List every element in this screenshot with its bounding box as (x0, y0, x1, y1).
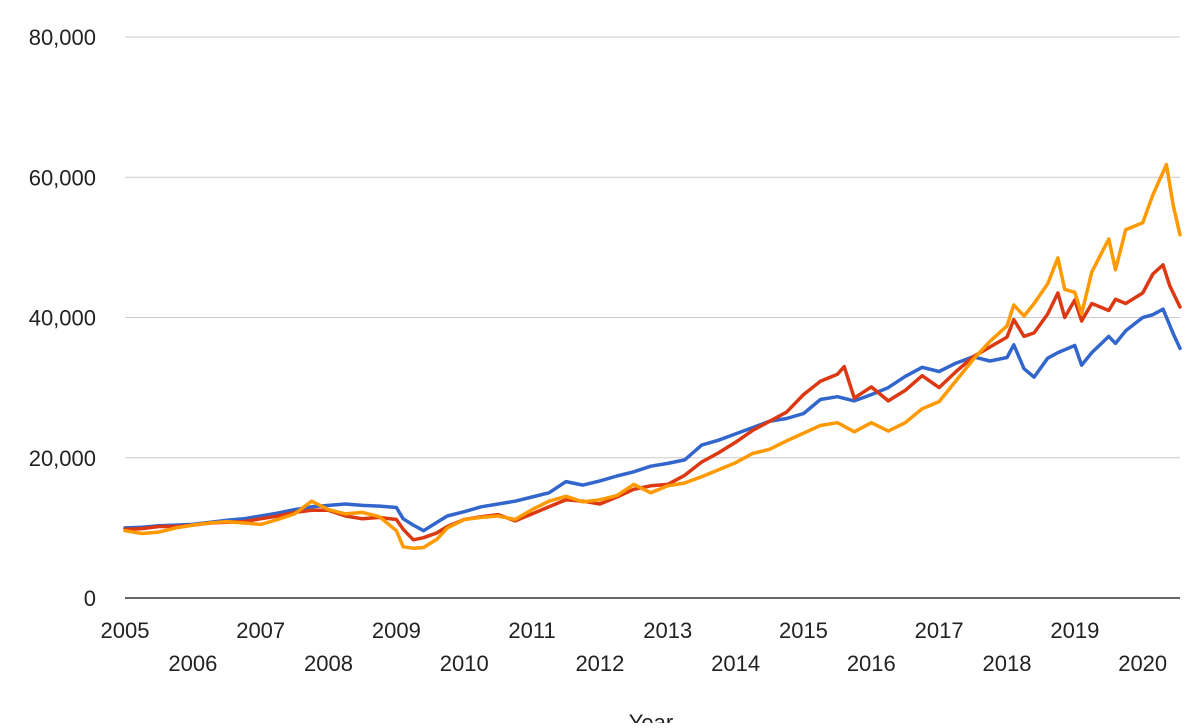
x-tick-label: 2011 (508, 618, 555, 643)
x-tick-label: 2005 (101, 618, 150, 643)
x-tick-label: 2007 (236, 618, 285, 643)
x-axis: 2005 2006 2007 2008 2009 2010 2011 2012 2013 2014… (101, 618, 1168, 676)
x-tick-label: 2015 (779, 618, 828, 643)
x-axis-title: Year (629, 710, 673, 723)
y-tick-label: 80,000 (29, 25, 96, 50)
y-tick-label: 20,000 (29, 446, 96, 471)
series-line-1 (123, 307, 1182, 533)
x-tick-label: 2010 (440, 651, 489, 676)
x-tick-label: 2012 (575, 651, 624, 676)
x-tick-label: 2018 (983, 651, 1032, 676)
x-tick-label: 2019 (1050, 618, 1099, 643)
x-tick-label: 2006 (168, 651, 217, 676)
gridlines (125, 36, 1180, 599)
x-tick-label: 2008 (304, 651, 353, 676)
y-tick-label: 0 (84, 586, 96, 611)
x-tick-label: 2009 (372, 618, 421, 643)
y-tick-label: 40,000 (29, 306, 96, 331)
x-tick-label: 2013 (643, 618, 692, 643)
series-line-3 (123, 162, 1182, 550)
x-tick-label: 2017 (915, 618, 964, 643)
series-group (123, 162, 1182, 550)
y-tick-label: 60,000 (29, 165, 96, 190)
x-tick-label: 2016 (847, 651, 896, 676)
x-tick-label: 2020 (1118, 651, 1167, 676)
x-tick-label: 2014 (711, 651, 760, 676)
y-axis: 0 20,000 40,000 60,000 80,000 (29, 25, 96, 611)
series-line-2 (123, 263, 1182, 542)
